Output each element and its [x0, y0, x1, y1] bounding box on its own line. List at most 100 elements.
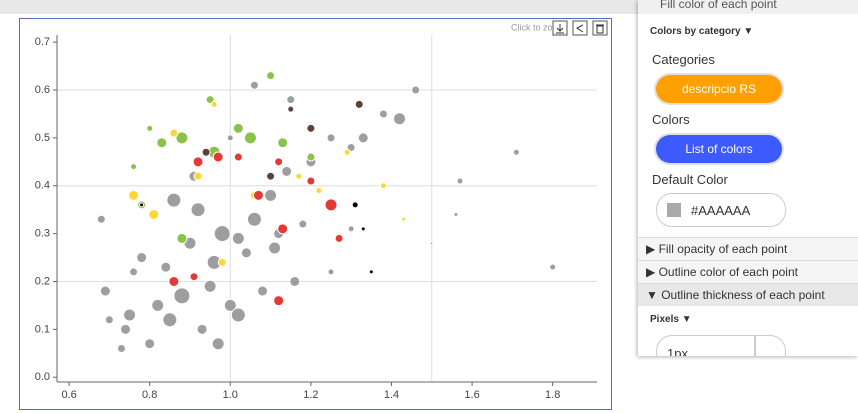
section-row[interactable]: ▶ Fill opacity of each point — [638, 237, 858, 260]
point — [151, 298, 165, 312]
point — [144, 338, 156, 350]
point — [289, 275, 301, 287]
top-bar — [0, 0, 638, 14]
point — [213, 225, 231, 243]
point — [326, 133, 336, 143]
point — [324, 198, 338, 212]
row-label: Outline color of each point — [658, 265, 798, 279]
y-tick-label: 0.2 — [35, 275, 50, 287]
point — [104, 315, 114, 325]
units-select[interactable]: Pixels ▼ — [650, 314, 692, 325]
point — [240, 247, 252, 259]
categories-label: Categories — [652, 52, 715, 67]
point — [123, 308, 137, 322]
point — [343, 148, 351, 156]
download-icon — [556, 24, 564, 34]
point — [226, 134, 234, 142]
y-tick-label: 0.6 — [35, 84, 50, 96]
point — [347, 225, 355, 233]
mode-label: Colors by category — [650, 26, 741, 37]
point — [354, 99, 364, 109]
thickness-input[interactable]: 1px — [656, 335, 756, 356]
point — [190, 202, 206, 218]
point — [249, 80, 259, 90]
x-tick-label: 1.4 — [384, 389, 399, 401]
toolbar[interactable] — [552, 20, 608, 36]
point — [277, 223, 289, 235]
x-tick-label: 0.8 — [142, 389, 157, 401]
point — [189, 272, 199, 282]
point — [430, 241, 434, 245]
point — [128, 189, 140, 201]
point — [411, 85, 421, 95]
point — [273, 295, 285, 307]
color-swatch — [667, 203, 681, 217]
point — [203, 279, 217, 293]
point — [212, 151, 224, 163]
point — [401, 216, 407, 222]
colors-label: Colors — [652, 112, 690, 127]
point — [277, 137, 289, 149]
section-row[interactable]: ▶ Outline color of each point — [638, 260, 858, 283]
point — [169, 128, 179, 138]
mode-select[interactable]: Colors by category ▼ — [650, 26, 754, 37]
y-tick-label: 0.5 — [35, 132, 50, 144]
point — [264, 188, 278, 202]
point — [266, 171, 276, 181]
default-input[interactable]: #AAAAAA — [656, 193, 786, 227]
categories-button[interactable]: descripcio RS — [656, 75, 782, 103]
point — [351, 201, 359, 209]
point — [146, 124, 154, 132]
point — [360, 226, 366, 232]
point — [96, 214, 106, 224]
point — [99, 285, 111, 297]
chart-frame — [19, 18, 612, 410]
default-value: #AAAAAA — [691, 203, 751, 218]
point — [252, 189, 264, 201]
point — [378, 109, 388, 119]
point — [334, 233, 344, 243]
point — [231, 231, 245, 245]
y-tick-label: 0.4 — [35, 180, 50, 192]
x-tick-label: 0.6 — [61, 389, 76, 401]
point — [139, 202, 145, 208]
point — [266, 71, 276, 81]
thickness-button[interactable] — [754, 335, 786, 356]
point — [257, 285, 269, 297]
point — [162, 312, 178, 328]
colors-button[interactable]: List of colors — [656, 135, 782, 163]
point — [315, 187, 323, 195]
point — [130, 163, 138, 171]
point — [549, 263, 557, 271]
point — [176, 232, 188, 244]
default-label: Default Color — [652, 172, 728, 187]
point — [281, 165, 293, 177]
point — [201, 147, 211, 157]
point — [230, 307, 246, 323]
point — [193, 171, 203, 181]
chart: Click to zo 0.0 0.1 0.2 0.3 0.4 0.5 0.6 0.7 0.6 0… — [19, 18, 612, 410]
point — [268, 241, 282, 255]
share-icon — [576, 24, 584, 33]
point — [456, 177, 464, 185]
y-tick-label: 0.0 — [35, 371, 50, 383]
point — [173, 287, 191, 305]
x-tick-label: 1.2 — [303, 389, 318, 401]
share-button[interactable] — [572, 20, 588, 36]
section-header[interactable]: Fill color of each point — [638, 0, 858, 14]
point — [233, 152, 243, 162]
point — [223, 298, 237, 312]
y-tick-label: 0.1 — [35, 323, 50, 335]
x-tick-label: 1.6 — [464, 389, 479, 401]
point — [379, 182, 387, 190]
point — [368, 269, 374, 275]
point — [298, 219, 308, 229]
point — [166, 192, 182, 208]
point — [327, 268, 335, 276]
zoom-hint: Click to zo — [511, 22, 553, 32]
point — [306, 152, 316, 162]
x-tick-label: 1.0 — [223, 389, 238, 401]
section-row[interactable]: ▼ Outline thickness of each point — [638, 283, 858, 306]
y-tick-label: 0.7 — [35, 36, 50, 48]
